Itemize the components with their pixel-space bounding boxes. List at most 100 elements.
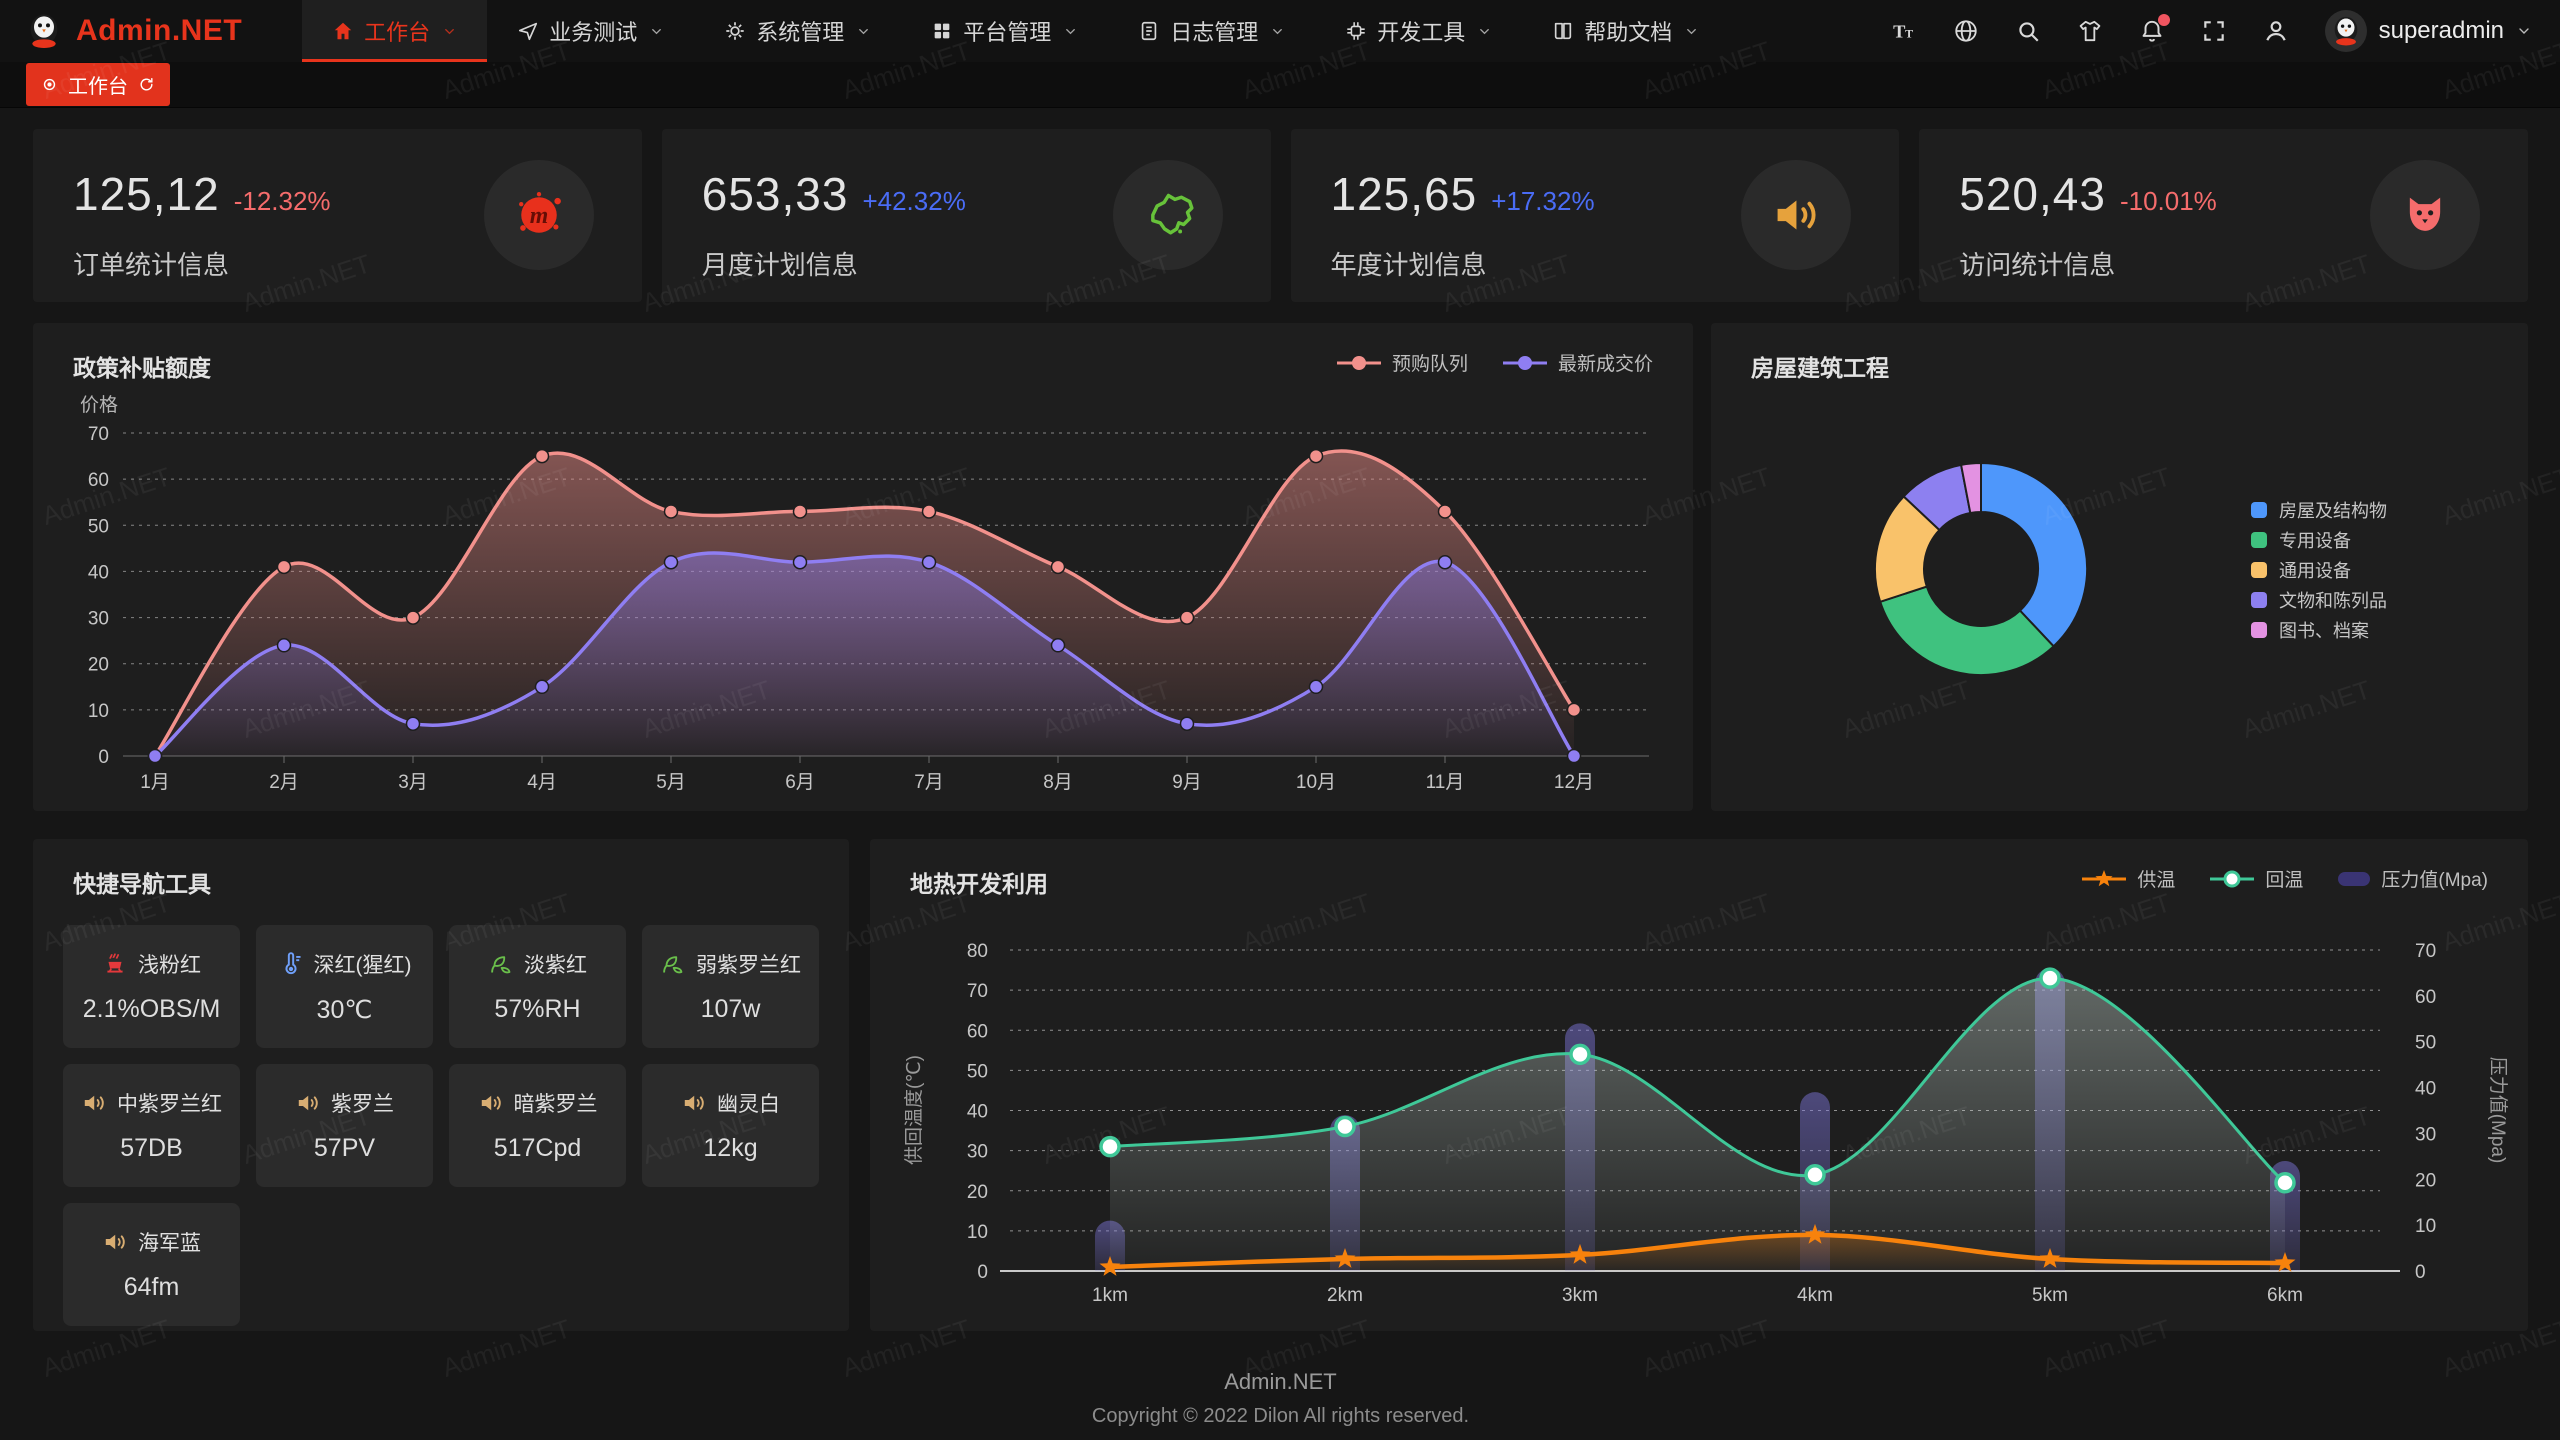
svg-text:20: 20 [967,1182,988,1203]
nav-item-label: 开发工具 [1377,20,1466,45]
legend-item-供温[interactable]: 供温 [2081,865,2175,892]
refresh-icon[interactable] [138,76,155,93]
legend-swatch [2251,622,2267,638]
quick-nav-value: 64fm [123,1273,180,1301]
footer-copyright: Copyright © 2022 Dilon All rights reserv… [1091,1405,1470,1427]
legend-label: 图书、档案 [2279,621,2369,641]
legend-label: 专用设备 [2279,531,2351,551]
charts-row: 政策补贴额度 预购队列 最新成交价 0 10 20 30 40 50 60 70 价格 1月 2月 3月… [33,323,2528,811]
stat-label: 年度计划信息 [1330,250,1487,280]
user-avatar [2324,10,2367,52]
penguin-logo-icon [24,11,64,51]
donut-slice-图书、档案[interactable] [1959,461,1982,515]
policy-line-chart: 0 10 20 30 40 50 60 70 价格 1月 2月 3月 4月 5月 6月 7月 8月 9月 10月 11… [80,394,1649,793]
chevron-down-icon [859,28,869,34]
stat-icon-circle [2370,160,2480,270]
donut-slice-专用设备[interactable] [1878,585,2056,677]
tab-label: 工作台 [68,76,128,98]
svg-text:1km: 1km [1092,1285,1128,1306]
quick-nav-button-6[interactable]: 紫罗兰 57PV [256,1064,433,1187]
nav-item-3[interactable]: 系统管理 [694,0,901,62]
quick-nav-label: 幽灵白 [717,1093,780,1116]
speaker-icon [105,1234,125,1250]
quick-nav-button-4[interactable]: 弱紫罗兰红 107w [642,925,819,1048]
legend-item-图书、档案[interactable]: 图书、档案 [2251,615,2387,645]
book-icon [1555,22,1572,40]
stat-value: 653,33 [701,168,849,220]
svg-text:50: 50 [967,1061,988,1082]
notifications-button[interactable] [2139,14,2170,44]
chevron-down-icon [2519,28,2529,34]
profile-button[interactable] [2263,18,2289,44]
quick-nav-label: 弱紫罗兰红 [696,954,801,977]
legend-label: 文物和陈列品 [2279,591,2387,611]
stat-delta: +42.32% [862,186,966,216]
nav-item-2[interactable]: 业务测试 [487,0,694,62]
donut-slice-房屋及结构物[interactable] [1980,461,2089,648]
user-menu[interactable]: superadmin [2324,10,2532,52]
quick-nav-button-1[interactable]: 浅粉红 2.1%OBS/M [63,925,240,1048]
quick-nav-button-8[interactable]: 幽灵白 12kg [642,1064,819,1187]
quick-nav-button-3[interactable]: 淡紫红 57%RH [449,925,626,1048]
svg-text:m: m [529,203,548,229]
svg-text:0: 0 [2415,1262,2426,1283]
thermometer-icon [284,951,301,974]
chevron-down-icon [1480,28,1490,34]
brand-name: Admin.NET [76,14,243,47]
send-icon [519,22,538,41]
app-logo[interactable]: Admin.NET [24,11,242,51]
svg-text:60: 60 [2415,987,2436,1008]
legend-item-最新成交价[interactable]: 最新成交价 [1502,349,1653,376]
legend-item-压力值(Mpa)[interactable]: 压力值(Mpa) [2337,865,2488,892]
nav-item-5[interactable]: 日志管理 [1108,0,1315,62]
speaker-icon [84,1095,104,1111]
nav-item-7[interactable]: 帮助文档 [1522,0,1729,62]
svg-text:4km: 4km [1797,1285,1833,1306]
legend-marker [1502,355,1547,370]
fullscreen-icon [2203,21,2224,41]
quick-nav-button-2[interactable]: 深红(猩红) 30℃ [256,925,433,1048]
quick-nav-label: 中紫罗兰红 [117,1093,222,1116]
svg-text:70: 70 [967,981,988,1002]
fullscreen-button[interactable] [2201,18,2227,44]
language-button[interactable] [1953,18,1979,44]
nav-item-1[interactable]: 工作台 [302,0,488,62]
legend-item-预购队列[interactable]: 预购队列 [1336,349,1468,376]
legend-item-文物和陈列品[interactable]: 文物和陈列品 [2251,585,2387,615]
nav-item-6[interactable]: 开发工具 [1315,0,1522,62]
legend-swatch [2251,532,2267,548]
legend-item-通用设备[interactable]: 通用设备 [2251,555,2387,585]
stat-label: 访问统计信息 [1959,250,2116,280]
workbench-page: 125,12 -12.32% 订单统计信息 m 653,33 +42.32% 月度计划信息 1… [0,108,2560,1428]
nav-item-label: 帮助文档 [1584,20,1673,45]
svg-text:20: 20 [88,655,109,676]
svg-text:20: 20 [2415,1170,2436,1191]
svg-text:80: 80 [967,941,988,962]
stat-icon-circle: m [483,160,594,270]
quick-nav-value: 12kg [703,1134,758,1162]
main-nav: 工作台 业务测试 系统管理 平台管理 日志管理 开发工具 帮助文档 [302,0,1729,62]
svg-text:10: 10 [967,1222,988,1243]
chevron-down-icon [652,28,662,34]
theme-button[interactable] [2077,18,2103,44]
speaker-icon [298,1095,318,1111]
quick-nav-button-5[interactable]: 中紫罗兰红 57DB [63,1064,240,1187]
username: superadmin [2378,17,2504,44]
housing-chart-title: 房屋建筑工程 [1751,355,1889,381]
search-button[interactable] [2015,18,2041,44]
legend-item-房屋及结构物[interactable]: 房屋及结构物 [2251,495,2387,525]
chevron-down-icon [2516,23,2532,39]
legend-item-回温[interactable]: 回温 [2209,865,2303,892]
svg-text:10: 10 [88,701,109,722]
stat-card-3: 125,65 +17.32% 年度计划信息 [1290,129,1900,302]
nav-item-4[interactable]: 平台管理 [901,0,1108,62]
svg-text:0: 0 [977,1262,988,1283]
quick-nav-button-7[interactable]: 暗紫罗兰 517Cpd [449,1064,626,1187]
legend-item-专用设备[interactable]: 专用设备 [2251,525,2387,555]
quick-nav-button-9[interactable]: 海军蓝 64fm [63,1203,240,1326]
tab-workbench[interactable]: 工作台 [26,63,170,106]
svg-text:40: 40 [2415,1079,2436,1100]
